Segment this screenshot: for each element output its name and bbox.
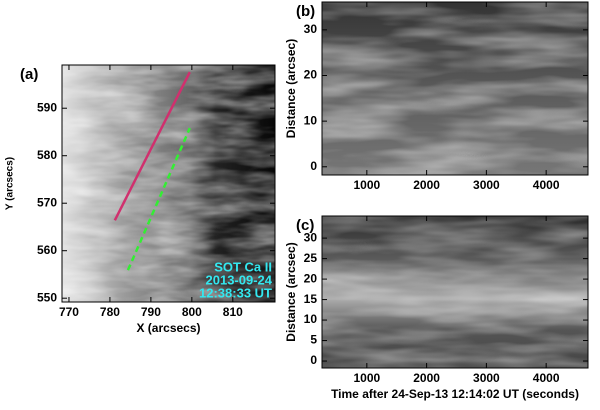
panel-label: (c) xyxy=(296,217,314,234)
x-tick-label: 4000 xyxy=(533,178,560,192)
annotation: 12:38:33 UT xyxy=(199,285,272,300)
y-tick-label: 15 xyxy=(304,292,318,306)
y-tick-label: 0 xyxy=(310,159,317,173)
y-axis-label: Distance (arcsec) xyxy=(284,39,298,138)
y-tick-label: 30 xyxy=(304,230,318,244)
image-texture xyxy=(322,216,588,368)
annotation: SOT Ca II xyxy=(214,259,272,274)
y-tick-label: 20 xyxy=(304,68,318,82)
frame xyxy=(321,215,589,369)
frame xyxy=(61,64,276,303)
y-tick-label: 25 xyxy=(304,251,318,265)
panel-label: (b) xyxy=(296,3,315,20)
line-overlay xyxy=(113,71,191,221)
x-tick-label: 810 xyxy=(223,305,243,319)
y-tick-label: 570 xyxy=(37,195,57,209)
y-tick-label: 0 xyxy=(310,353,317,367)
y-tick-label: 10 xyxy=(304,113,318,127)
x-tick-label: 3000 xyxy=(473,371,500,385)
frame xyxy=(321,1,589,176)
y-axis-label: Y (arcsecs) xyxy=(5,157,16,210)
y-tick-label: 10 xyxy=(304,312,318,326)
panel-label: (a) xyxy=(20,66,38,83)
x-tick-label: 800 xyxy=(182,305,202,319)
x-tick-label: 2000 xyxy=(413,371,440,385)
y-tick-label: 580 xyxy=(37,148,57,162)
x-axis-label: X (arcsecs) xyxy=(136,321,200,335)
y-tick-label: 590 xyxy=(37,100,57,114)
y-axis-label: Distance (arcsec) xyxy=(284,242,298,341)
x-axis-label: Time after 24-Sep-13 12:14:02 UT (second… xyxy=(331,387,579,401)
x-tick-label: 1000 xyxy=(353,371,380,385)
annotation: 2013-09-24 xyxy=(206,272,273,287)
y-tick-label: 5 xyxy=(310,333,317,347)
image-texture xyxy=(322,2,588,175)
y-tick-label: 560 xyxy=(37,243,57,257)
x-tick-label: 1000 xyxy=(353,178,380,192)
y-tick-label: 550 xyxy=(37,290,57,304)
image-texture xyxy=(62,65,275,302)
x-tick-label: 770 xyxy=(59,305,79,319)
x-tick-label: 2000 xyxy=(413,178,440,192)
x-tick-label: 780 xyxy=(100,305,120,319)
x-tick-label: 3000 xyxy=(473,178,500,192)
y-tick-label: 20 xyxy=(304,271,318,285)
y-tick-label: 30 xyxy=(304,22,318,36)
x-tick-label: 790 xyxy=(141,305,161,319)
x-tick-label: 4000 xyxy=(533,371,560,385)
line-overlay xyxy=(126,127,191,271)
